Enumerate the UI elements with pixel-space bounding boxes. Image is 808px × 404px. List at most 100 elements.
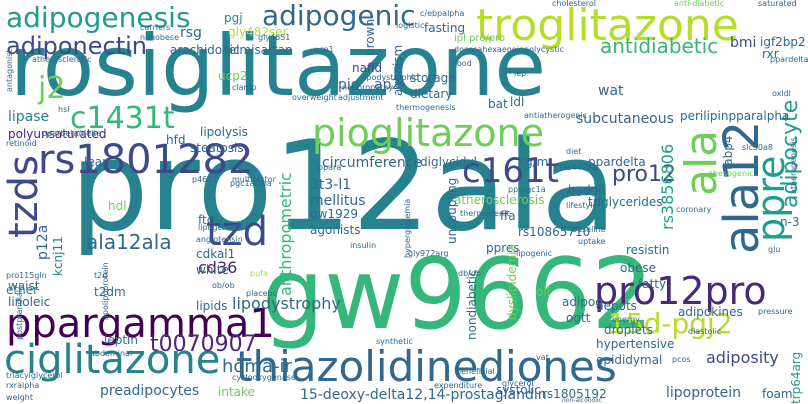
word-adipokines: adipokines (678, 305, 743, 319)
word-3t3-l1: 3t3-l1 (310, 177, 352, 193)
word-antagonist: antagonist (5, 49, 14, 92)
word-hfd: hfd (166, 133, 186, 147)
word-ppardelta: ppardelta (588, 155, 646, 169)
word-ucp1: ucp1 (314, 45, 334, 54)
word-hsl: hsl (58, 105, 70, 114)
word-hdl: hdl (108, 199, 127, 213)
word-storage: storage (410, 71, 456, 85)
word-ala12ala: ala12ala (86, 230, 172, 254)
word-ciglitazone: ciglitazone (4, 337, 221, 383)
word-white: white (196, 263, 229, 277)
word-adiponectin: adiponectin (6, 32, 147, 60)
word-nondiabetic: nondiabetic (465, 269, 479, 341)
word-pro12pro: pro12pro (594, 269, 767, 313)
word-cholesterol: cholesterol (552, 0, 596, 8)
word-perilipinpparalpha: perilipinpparalpha (680, 109, 790, 123)
word-cd36: cd36 (198, 258, 238, 277)
word-dietary: dietary (410, 87, 453, 101)
word-lipoprotein: lipoprotein (666, 385, 741, 401)
word-polycystic: polycystic (524, 45, 564, 54)
word-energy: energy (612, 315, 640, 324)
word-thermogenic: thermogenic (460, 209, 511, 218)
word-triglycerides: triglycerides (588, 195, 663, 209)
word-ppara: ppara (318, 163, 342, 172)
word-glu: glu (768, 245, 781, 254)
word-pio: pio (338, 77, 360, 93)
word-systolic: systolic (496, 383, 541, 397)
word-saturated: saturated (758, 0, 797, 8)
word-diastolic: diastolic (688, 327, 722, 336)
word-15d-pgj2: 15d-pgj2 (608, 307, 733, 340)
word-food: food (454, 59, 472, 68)
word-resistin: resistin (626, 243, 670, 257)
word-fabp4: fabp4 (721, 135, 735, 170)
word-expenditure: expenditure (434, 381, 483, 390)
word-lep: lep (514, 69, 527, 78)
word-lipodystrophy: lipodystrophy (232, 294, 341, 313)
word-oxldl: oxldl (772, 89, 791, 98)
word-multifactor: multifactor (232, 175, 276, 184)
word-atherosclerosis: atherosclerosis (454, 193, 545, 207)
word-agonism: agonism (391, 44, 405, 96)
word-ala: ala (676, 129, 727, 196)
word-telmisartan: telmisartan (224, 43, 293, 57)
word-rs1805192: rs1805192 (542, 387, 607, 401)
word-postprandial: postprandial (15, 289, 24, 340)
word-oil: oil (536, 285, 551, 299)
word-kg-m: kg/m (518, 155, 549, 169)
word-ppargc1a: ppargc1a (508, 185, 546, 194)
word-igf2bp2: igf2bp2 (760, 35, 806, 49)
word-pgj: pgj (224, 11, 243, 25)
word-circumference: circumference (322, 155, 423, 171)
word-fasting: fasting (424, 21, 466, 35)
word-docosahexaenoic: docosahexaenoic (454, 45, 524, 54)
word-pufa: pufa (250, 269, 268, 278)
word-linoleic: linoleic (8, 295, 51, 309)
word-arachidonic: arachidonic (170, 43, 240, 57)
word-rxralpha: rxralpha (6, 381, 40, 390)
word-ob-ob: ob/ob (212, 281, 235, 290)
word-baseline: baseline (572, 225, 606, 234)
word-logistic: logistic (396, 21, 425, 30)
word-tzd: tzd (206, 209, 269, 255)
word-anti-diabetic: anti-diabetic (674, 0, 725, 8)
word-gly482ser: gly482ser (228, 25, 288, 39)
word-nonobese: nonobese (140, 33, 180, 42)
word-pgc1alpha: pgc1alpha (230, 179, 272, 188)
word-intake: intake (218, 385, 255, 399)
word-vat: vat (536, 353, 549, 362)
word-ppres: ppres (486, 241, 520, 255)
word-overweight: overweight (292, 93, 337, 102)
word-steatosis: steatosis (190, 141, 244, 155)
word-lean: lean (84, 155, 110, 169)
word-p12a: p12a (35, 224, 51, 260)
word-uptake: uptake (578, 237, 606, 246)
word-adipoq: adipoq (562, 295, 603, 309)
word-antiatherogenic: antiatherogenic (524, 111, 588, 120)
word-non-alcoholic: non-alcoholic (562, 397, 602, 404)
word-adjustment: adjustment (338, 93, 384, 102)
word-j2: j2 (38, 71, 66, 106)
word-n-3: n-3 (780, 215, 800, 229)
word-hypertensive: hypertensive (596, 337, 675, 351)
word-insulin: insulin (350, 241, 377, 250)
word-hyperglycemia: hyperglycemia (403, 198, 412, 258)
word-rsg: rsg (180, 25, 202, 41)
word-thiazolidinediones: thiazolidinediones (236, 342, 617, 391)
word-synthetic: synthetic (376, 337, 413, 346)
word-ucp2: ucp2 (218, 69, 248, 83)
word-retinoid: retinoid (6, 139, 37, 148)
word-anthropometric: anthropometric (276, 172, 295, 296)
word-nafld: nafld (352, 61, 383, 75)
word-uncoupling: uncoupling (445, 177, 459, 244)
word-t2d: t2d (94, 271, 108, 280)
word-lipase: lipase (8, 109, 50, 125)
word-bat: bat (488, 97, 508, 111)
word-subcutaneous: subcutaneous (576, 111, 674, 127)
word-pad: pad (566, 189, 582, 198)
word-ffa: ffa (500, 209, 516, 223)
word-thermogenesis: thermogenesis (396, 103, 456, 112)
word-atherosclerotic: atherosclerotic (32, 55, 92, 64)
word-clamp: clamp (232, 83, 257, 92)
